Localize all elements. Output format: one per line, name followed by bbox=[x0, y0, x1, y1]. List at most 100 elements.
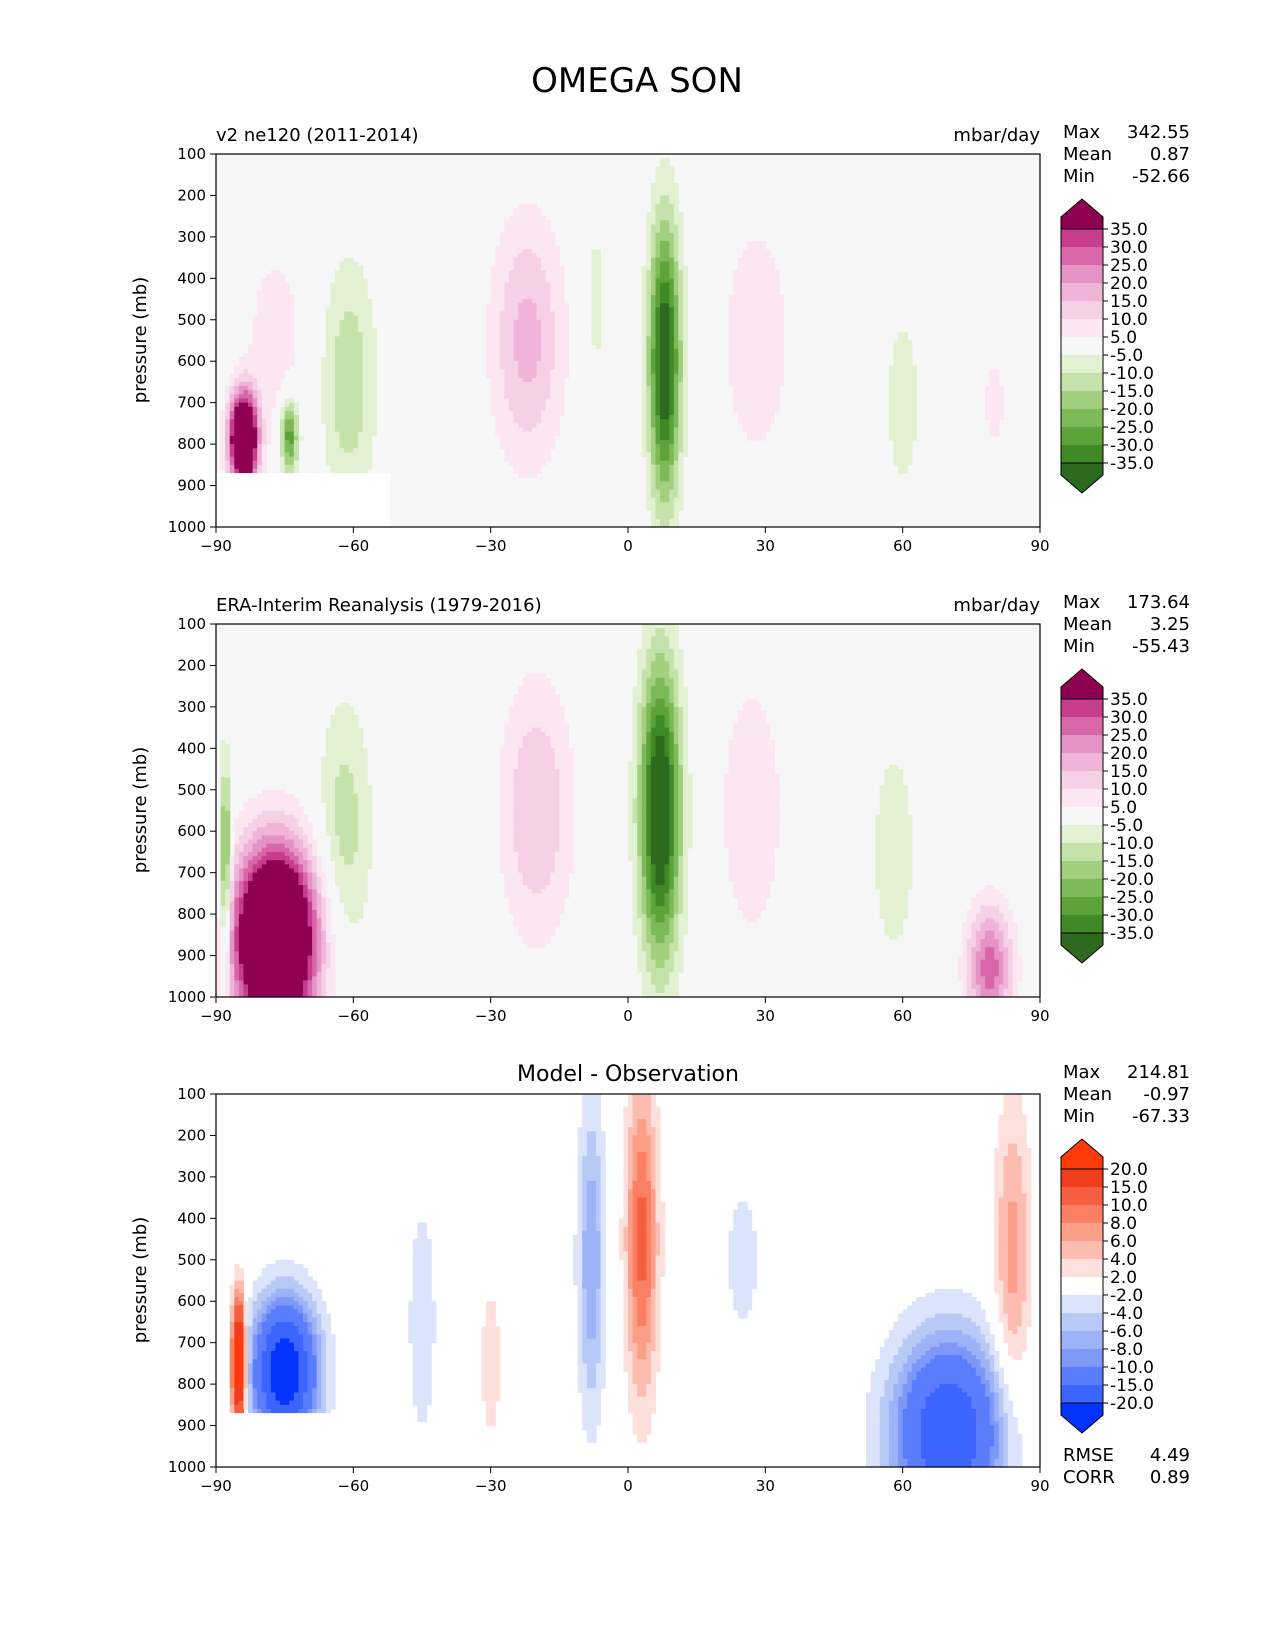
contour-cell bbox=[774, 323, 780, 329]
contour-cell bbox=[655, 170, 661, 176]
contour-cell bbox=[495, 294, 501, 300]
contour-cell bbox=[898, 340, 904, 346]
contour-cell bbox=[362, 431, 368, 437]
contour-cell bbox=[513, 241, 519, 246]
contour-cell bbox=[737, 410, 744, 416]
contour-cell bbox=[490, 352, 496, 358]
contour-cell bbox=[893, 439, 899, 445]
missing-cell bbox=[344, 477, 350, 483]
contour-cell bbox=[486, 369, 492, 375]
contour-cell bbox=[660, 224, 666, 230]
contour-cell bbox=[495, 307, 501, 313]
contour-cell bbox=[339, 290, 345, 296]
contour-cell bbox=[673, 665, 679, 671]
contour-cell bbox=[252, 328, 258, 333]
colorbar-label: -35.0 bbox=[1110, 454, 1154, 474]
missing-cell bbox=[362, 497, 368, 503]
contour-cell bbox=[339, 723, 345, 729]
contour-cell bbox=[261, 394, 267, 400]
contour-cell bbox=[550, 344, 556, 350]
contour-cell bbox=[664, 481, 670, 487]
contour-cell bbox=[742, 377, 748, 383]
contour-cell bbox=[289, 340, 295, 346]
contour-cell bbox=[747, 719, 753, 725]
contour-cell bbox=[669, 514, 675, 520]
contour-cell bbox=[673, 661, 679, 667]
contour-cell bbox=[330, 381, 336, 387]
y-tick-label: 300 bbox=[177, 228, 206, 246]
missing-cell bbox=[289, 510, 295, 516]
contour-cell bbox=[261, 390, 267, 395]
contour-cell bbox=[760, 307, 766, 313]
missing-cell bbox=[380, 502, 386, 507]
contour-cell bbox=[257, 373, 263, 379]
contour-cell bbox=[669, 640, 675, 646]
missing-cell bbox=[248, 485, 254, 491]
contour-cell bbox=[536, 352, 542, 358]
contour-cell bbox=[563, 336, 570, 342]
contour-cell bbox=[252, 390, 258, 395]
contour-cell bbox=[293, 460, 299, 466]
contour-cell bbox=[504, 723, 510, 729]
contour-cell bbox=[646, 744, 652, 749]
contour-cell bbox=[344, 286, 350, 292]
contour-cell bbox=[513, 212, 519, 217]
contour-cell bbox=[774, 402, 780, 408]
contour-cell bbox=[348, 377, 354, 383]
missing-cell bbox=[335, 485, 341, 491]
contour-cell bbox=[362, 348, 368, 354]
contour-cell bbox=[330, 444, 336, 449]
contour-cell bbox=[321, 386, 327, 391]
contour-cell bbox=[646, 257, 652, 263]
contour-cell bbox=[518, 336, 524, 342]
contour-cell bbox=[678, 444, 684, 449]
missing-cell bbox=[270, 506, 277, 512]
contour-cell bbox=[362, 352, 368, 358]
contour-cell bbox=[527, 261, 533, 267]
contour-cell bbox=[660, 522, 666, 528]
missing-cell bbox=[380, 510, 386, 516]
contour-cell bbox=[641, 381, 647, 387]
missing-cell bbox=[348, 522, 354, 528]
contour-cell bbox=[751, 702, 757, 708]
stat-label: Max bbox=[1063, 122, 1101, 143]
contour-cell bbox=[225, 744, 231, 749]
contour-cell bbox=[673, 485, 679, 491]
contour-cell bbox=[518, 452, 524, 458]
contour-cell bbox=[522, 456, 528, 462]
contour-cell bbox=[357, 332, 364, 337]
contour-cell bbox=[756, 386, 762, 391]
contour-cell bbox=[362, 357, 368, 362]
contour-cell bbox=[898, 468, 904, 474]
contour-cell bbox=[508, 216, 515, 221]
contour-cell bbox=[504, 744, 510, 749]
missing-cell bbox=[302, 502, 309, 507]
contour-cell bbox=[733, 402, 739, 408]
contour-cell bbox=[499, 303, 505, 308]
contour-cell bbox=[655, 232, 661, 238]
contour-cell bbox=[655, 702, 661, 708]
contour-cell bbox=[335, 303, 341, 308]
contour-cell bbox=[499, 270, 505, 275]
contour-cell bbox=[531, 402, 538, 408]
contour-cell bbox=[760, 241, 766, 246]
contour-cell bbox=[902, 448, 908, 453]
missing-cell bbox=[344, 522, 350, 528]
contour-cell bbox=[756, 427, 762, 433]
contour-cell bbox=[664, 315, 670, 321]
contour-cell bbox=[756, 748, 762, 754]
missing-cell bbox=[238, 518, 245, 524]
contour-cell bbox=[554, 698, 560, 704]
contour-cell bbox=[664, 212, 670, 217]
contour-cell bbox=[335, 294, 341, 300]
contour-cell bbox=[563, 352, 570, 358]
contour-cell bbox=[325, 748, 332, 754]
contour-cell bbox=[893, 448, 899, 453]
contour-cell bbox=[508, 294, 515, 300]
contour-cell bbox=[261, 290, 267, 296]
contour-cell bbox=[499, 253, 505, 259]
contour-cell bbox=[655, 261, 661, 267]
contour-cell bbox=[541, 373, 547, 379]
contour-cell bbox=[559, 348, 565, 354]
contour-cell bbox=[737, 715, 744, 720]
